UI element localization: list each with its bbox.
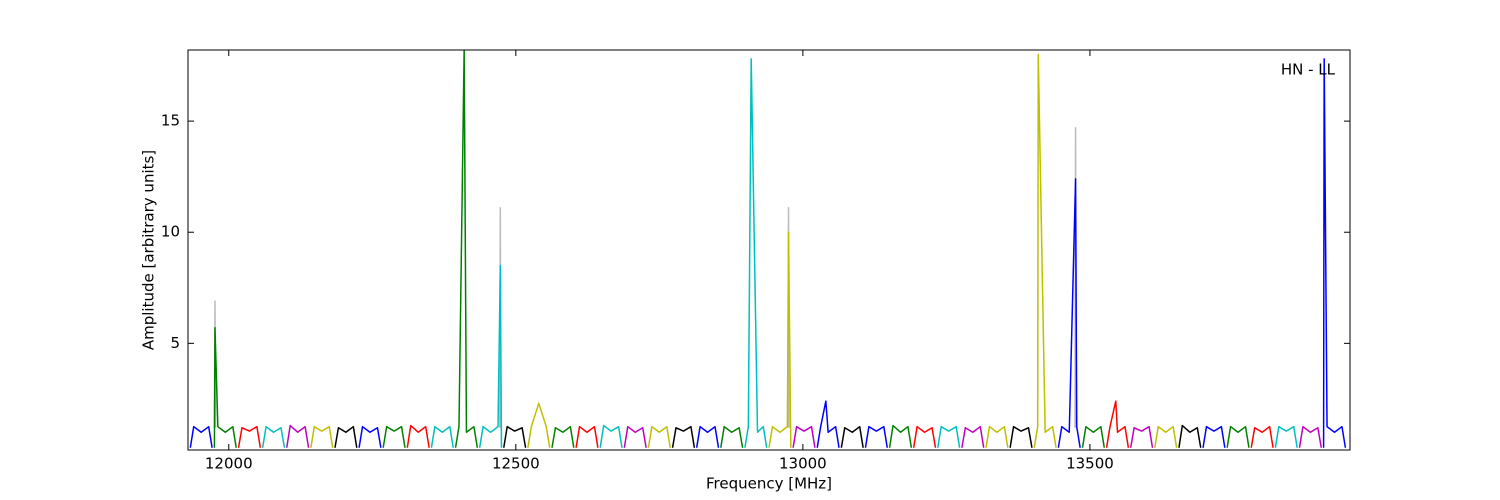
y-tick-label: 10 (161, 223, 180, 241)
series-line (503, 425, 527, 448)
series-line (792, 425, 816, 448)
series-line (1202, 425, 1226, 448)
series-line (840, 425, 864, 448)
series-line (816, 400, 840, 448)
series-line (695, 425, 720, 448)
series-line (720, 425, 744, 448)
y-tick-label: 5 (170, 334, 180, 352)
series-line (261, 425, 286, 448)
series-line (1081, 425, 1106, 448)
series-line (310, 425, 334, 448)
annotation: HN - LL (1281, 61, 1336, 79)
series-line (671, 425, 696, 448)
series-line (1009, 425, 1033, 448)
series-line (961, 425, 985, 448)
series-line (1057, 178, 1081, 448)
series-line (744, 58, 768, 448)
series-line (623, 425, 647, 448)
series-line (937, 425, 961, 448)
series-line (1129, 425, 1154, 448)
series-line (864, 425, 889, 448)
series-line (599, 424, 623, 448)
series-line (575, 425, 599, 448)
series-line (1226, 425, 1250, 448)
series-line (478, 264, 503, 448)
series-line (1178, 424, 1202, 448)
x-tick-label: 13000 (779, 455, 827, 473)
series-line (1154, 425, 1178, 448)
series-line (888, 424, 913, 448)
series-line (382, 425, 406, 448)
series-line (551, 425, 575, 448)
series-line (189, 425, 213, 448)
series-line (430, 425, 454, 448)
series-line (527, 402, 551, 448)
series-line (1250, 425, 1274, 448)
series-line (768, 231, 792, 448)
series-line (1033, 53, 1057, 448)
series-line (1298, 425, 1323, 448)
plot-area (188, 50, 1350, 450)
y-tick-label: 15 (161, 112, 180, 130)
x-axis-label: Frequency [MHz] (706, 475, 832, 493)
series-line (1105, 400, 1130, 448)
series-line (286, 424, 310, 448)
series-line (912, 425, 937, 448)
series-line (213, 327, 237, 448)
series-line (358, 425, 382, 448)
series-line (1274, 425, 1298, 448)
x-tick-label: 12500 (492, 455, 540, 473)
series-line (647, 425, 671, 448)
plot-frame (187, 49, 1351, 451)
x-tick-label: 13500 (1066, 455, 1114, 473)
series-line (334, 425, 358, 448)
y-axis-label: Amplitude [arbitrary units] (140, 150, 158, 350)
series-line (1322, 58, 1347, 448)
series-line (213, 127, 1077, 428)
series-line (406, 424, 430, 448)
series-group (189, 50, 1347, 448)
series-line (454, 50, 479, 448)
x-tick-label: 12000 (205, 455, 253, 473)
series-line (237, 425, 262, 448)
series-line (985, 425, 1009, 448)
